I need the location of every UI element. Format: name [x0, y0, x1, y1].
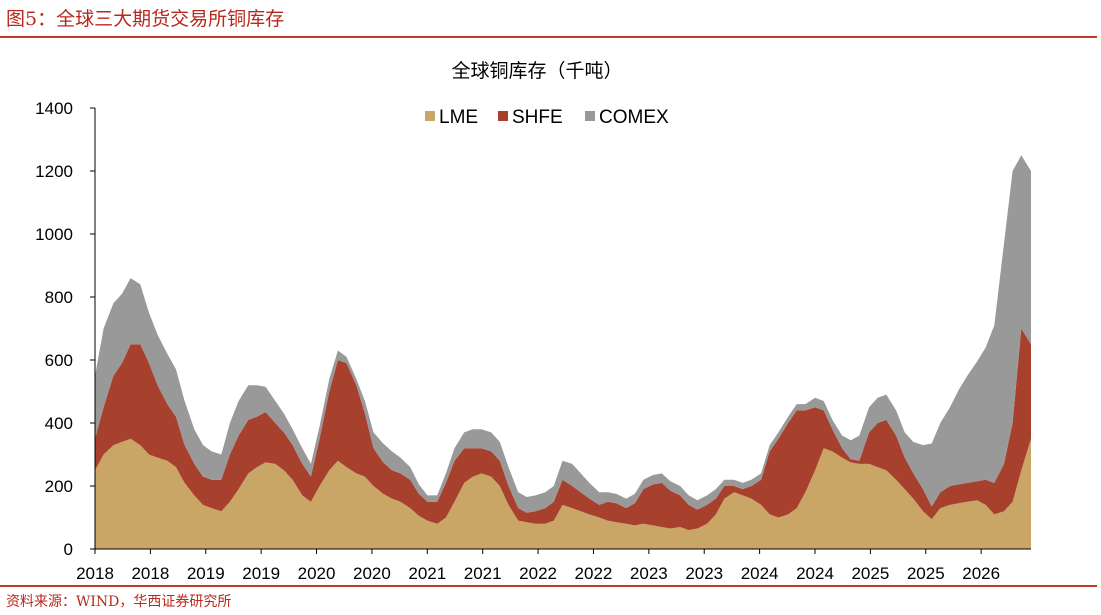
x-tick-label: 2021	[408, 564, 446, 583]
y-tick-label: 1400	[35, 99, 73, 118]
x-tick-label: 2022	[575, 564, 613, 583]
area-lme	[95, 438, 1031, 549]
stacked-area-chart: 全球铜库存（千吨） 0 200 400 600 800 1000 1200 1400 2018…	[35, 60, 1031, 583]
x-tick-label: 2023	[685, 564, 723, 583]
y-tick-label: 0	[64, 540, 73, 559]
x-tick-label: 2021	[464, 564, 502, 583]
top-divider	[0, 36, 1097, 38]
x-tick-label: 2018	[131, 564, 169, 583]
x-tick-label: 2023	[630, 564, 668, 583]
y-tick-label: 800	[45, 288, 73, 307]
series-areas	[95, 155, 1031, 549]
bottom-divider	[0, 585, 1097, 587]
x-tick-label: 2026	[962, 564, 1000, 583]
y-tick-label: 1200	[35, 162, 73, 181]
area-shfe	[95, 328, 1031, 531]
x-tick-label: 2025	[851, 564, 889, 583]
legend-label-shfe: SHFE	[512, 107, 563, 128]
legend: LME SHFE COMEX	[425, 107, 669, 128]
x-tick-label: 2020	[298, 564, 336, 583]
source-note: 资料来源：WIND，华西证券研究所	[6, 594, 232, 610]
x-tick-label: 2024	[796, 564, 834, 583]
y-axis: 0 200 400 600 800 1000 1200 1400	[35, 99, 96, 559]
legend-label-comex: COMEX	[599, 107, 669, 128]
legend-swatch-shfe	[498, 111, 508, 121]
y-tick-label: 1000	[35, 225, 73, 244]
y-tick-label: 400	[45, 414, 73, 433]
y-tick-label: 200	[45, 477, 73, 496]
legend-swatch-comex	[585, 111, 595, 121]
legend-swatch-lme	[425, 111, 435, 121]
x-tick-label: 2022	[519, 564, 557, 583]
x-tick-label: 2024	[741, 564, 779, 583]
y-tick-label: 600	[45, 351, 73, 370]
chart-title: 全球铜库存（千吨）	[451, 60, 622, 82]
x-tick-label: 2020	[353, 564, 391, 583]
area-comex	[95, 155, 1031, 513]
x-axis: 2018 2018 2019 2019 2020 2020 2021 2021 2022 2022…	[76, 548, 1031, 583]
x-tick-label: 2019	[187, 564, 225, 583]
x-tick-label: 2025	[907, 564, 945, 583]
x-tick-label: 2019	[242, 564, 280, 583]
x-tick-label: 2018	[76, 564, 114, 583]
legend-label-lme: LME	[439, 107, 478, 128]
figure-title: 图5：全球三大期货交易所铜库存	[6, 8, 285, 30]
